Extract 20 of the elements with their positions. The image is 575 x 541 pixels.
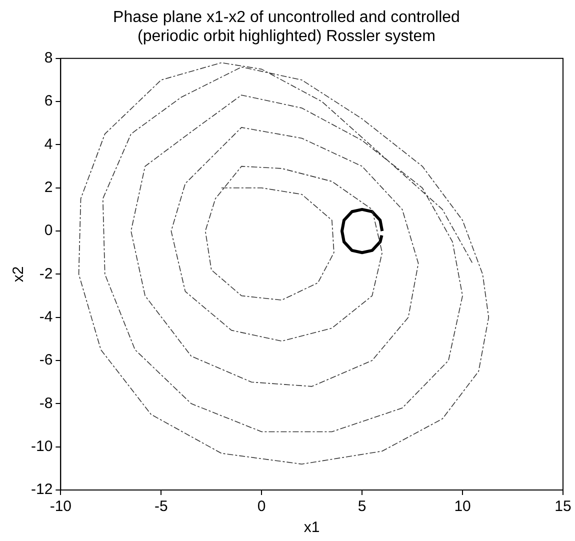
y-tick-label: 0: [44, 222, 53, 240]
x-tick-label: 5: [358, 498, 366, 516]
y-tick-label: -6: [39, 352, 53, 369]
x-axis-title: x1: [304, 519, 320, 536]
y-tick-label: 6: [44, 92, 53, 110]
y-tick-label: -2: [39, 265, 53, 282]
x-tick-label: 0: [257, 498, 266, 516]
y-tick-label: 2: [44, 179, 53, 196]
y-tick-label: -10: [30, 438, 53, 455]
chart-title: Phase plane x1-x2 of uncontrolled and controlled (periodic orbit highlighted) Rossler system: [113, 9, 460, 46]
line-series: [78, 62, 490, 465]
x-tick-label: 10: [454, 498, 471, 516]
y-tick-label: -4: [39, 308, 53, 326]
y-tick-label: 4: [44, 136, 53, 153]
y-axis-title: x2: [10, 266, 28, 282]
x-tick-label: -5: [154, 498, 168, 516]
y-tick-label: -12: [30, 481, 53, 498]
x-tick-label: 15: [554, 498, 572, 516]
y-tick-label: 8: [44, 50, 53, 67]
y-tick-label: -8: [39, 394, 53, 412]
